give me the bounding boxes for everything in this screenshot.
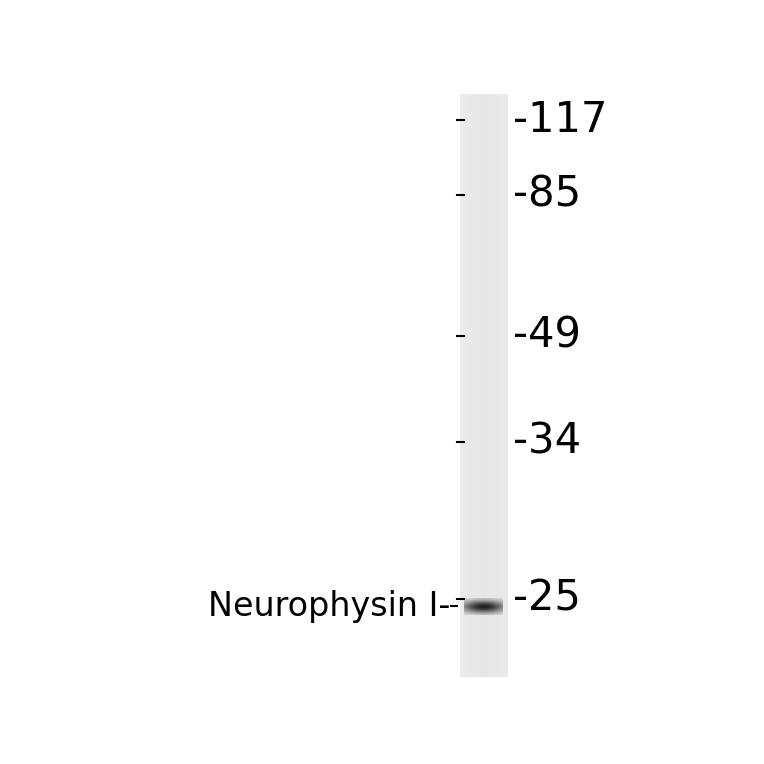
Text: -34: -34 [513,421,581,463]
Text: -117: -117 [513,99,607,141]
Text: -49: -49 [513,315,581,357]
Text: Neurophysin I-: Neurophysin I- [209,590,451,623]
Text: -25: -25 [513,578,581,620]
Text: -85: -85 [513,173,581,215]
